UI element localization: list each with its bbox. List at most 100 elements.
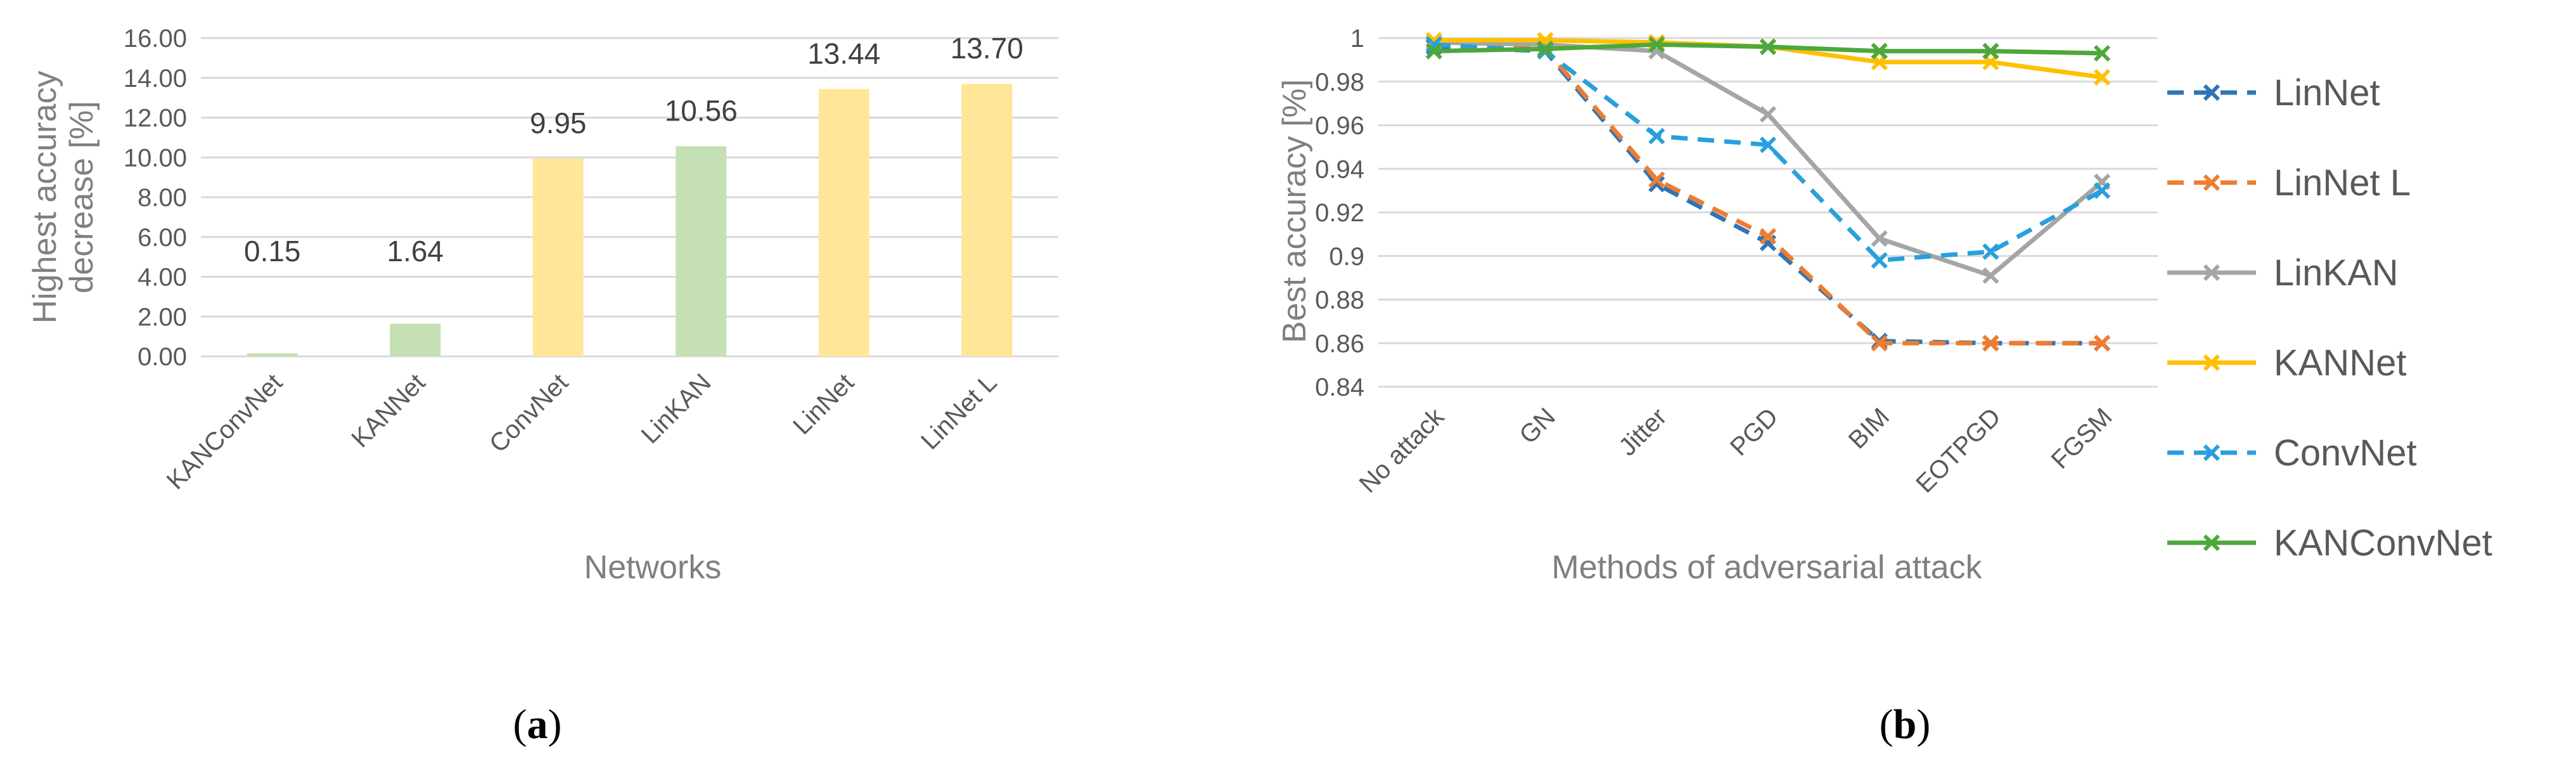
a-panel-label: (a) — [513, 701, 562, 748]
b-y-tick-label: 0.88 — [1315, 287, 1364, 314]
a-y-tick-label: 4.00 — [138, 264, 187, 292]
b-x-tick-label: FGSM — [2046, 403, 2118, 474]
b-y-tick-label: 0.84 — [1315, 373, 1364, 401]
point-linnet-l — [1871, 335, 1888, 352]
point-convnet — [1759, 136, 1777, 153]
point-convnet — [1871, 252, 1888, 269]
a-x-tick-label: LinNet L — [916, 368, 1002, 455]
point-kanconvnet — [1759, 38, 1777, 55]
point-kanconvnet — [1982, 42, 1999, 60]
a-y-tick-label: 8.00 — [138, 184, 187, 212]
data-label-kannet: 1.64 — [387, 235, 444, 268]
a-y-tick-labels: 0.00 2.00 4.00 6.00 8.00 10.00 12.00 14.00 16.00 — [124, 25, 187, 371]
bar-kanconvnet — [247, 353, 298, 356]
a-y-tick-label: 6.00 — [138, 224, 187, 252]
point-linnet — [1648, 176, 1665, 193]
legend-label-kannet: KANNet — [2274, 342, 2407, 384]
point-convnet — [2094, 182, 2111, 199]
legend-label-kanconvnet: KANConvNet — [2274, 522, 2492, 564]
point-linkan — [1871, 230, 1888, 247]
b-x-tick-label: EOTPGD — [1911, 403, 2006, 498]
data-label-linkan: 10.56 — [665, 94, 738, 127]
legend-marker-linnet-l — [2203, 174, 2220, 191]
line-linnet-l — [1433, 42, 2103, 346]
line-chart-panel-b: 0.84 0.86 0.88 0.9 0.92 0.94 0.96 0.98 1 No atta… — [1276, 25, 2492, 748]
data-label-linnet-l: 13.70 — [951, 32, 1023, 65]
bar-chart-panel-a: 0.00 2.00 4.00 6.00 8.00 10.00 12.00 14.00 16.00… — [27, 25, 1058, 748]
series-kannet — [1425, 32, 2111, 86]
b-gridlines — [1378, 37, 2158, 388]
bar-linnet-l — [961, 84, 1013, 356]
a-y-tick-label: 2.00 — [138, 303, 187, 331]
b-y-tick-label: 0.98 — [1315, 68, 1364, 96]
bar-linkan — [676, 146, 727, 356]
legend-item-linnet-l: LinNet L — [2167, 162, 2411, 204]
point-kanconvnet — [1425, 42, 1442, 60]
bar-convnet — [532, 158, 584, 356]
legend-marker-kannet — [2203, 354, 2220, 372]
b-x-tick-label: PGD — [1725, 403, 1783, 461]
b-series-lines — [1425, 32, 2111, 352]
point-linnet-l — [1648, 171, 1665, 188]
point-linnet-l — [2094, 335, 2111, 352]
a-gridlines — [201, 37, 1058, 358]
legend-item-kanconvnet: KANConvNet — [2167, 522, 2492, 564]
point-kanconvnet — [2094, 44, 2111, 62]
point-kannet — [2094, 68, 2111, 86]
a-y-tick-label: 10.00 — [124, 144, 187, 172]
b-y-tick-label: 1 — [1350, 25, 1364, 53]
b-x-axis-title: Methods of adversarial attack — [1551, 549, 1982, 586]
b-x-tick-labels: No attack GN Jitter PGD BIM EOTPGD FGSM — [1354, 403, 2118, 498]
point-kanconvnet — [1537, 41, 1554, 58]
b-y-tick-label: 0.92 — [1315, 199, 1364, 227]
point-convnet — [1982, 243, 1999, 260]
a-y-axis-title: Highest accuracydecrease [%] — [27, 71, 100, 324]
b-y-tick-label: 0.96 — [1315, 112, 1364, 140]
point-linnet-l — [1759, 228, 1777, 245]
a-x-axis-title: Networks — [584, 549, 722, 586]
data-label-kanconvnet: 0.15 — [244, 235, 301, 268]
line-convnet — [1433, 42, 2103, 263]
legend-marker-linkan — [2203, 264, 2220, 282]
b-legend: LinNet LinNet L LinKAN KANNet ConvNet KANConv… — [2167, 72, 2492, 564]
b-y-axis-title: Best accuracy [%] — [1276, 79, 1313, 343]
b-panel-label: (b) — [1880, 701, 1931, 748]
series-kanconvnet — [1425, 36, 2111, 62]
point-convnet — [1648, 127, 1665, 145]
point-kanconvnet — [1871, 42, 1888, 60]
legend-marker-kanconvnet — [2203, 534, 2220, 552]
legend-item-linkan: LinKAN — [2167, 252, 2399, 294]
point-linkan — [1982, 267, 1999, 284]
b-x-tick-label: Jitter — [1613, 403, 1672, 461]
legend-marker-linnet — [2203, 84, 2220, 101]
point-kanconvnet — [1648, 36, 1665, 53]
a-y-tick-label: 0.00 — [138, 343, 187, 371]
a-y-tick-label: 12.00 — [124, 105, 187, 133]
b-y-tick-labels: 0.84 0.86 0.88 0.9 0.92 0.94 0.96 0.98 1 — [1315, 25, 1364, 401]
legend-item-kannet: KANNet — [2167, 342, 2407, 384]
a-x-tick-label: ConvNet — [484, 368, 574, 458]
b-y-tick-label: 0.9 — [1329, 243, 1364, 271]
b-x-tick-label: GN — [1514, 403, 1561, 450]
data-label-linnet: 13.44 — [807, 37, 880, 70]
b-x-tick-label: No attack — [1354, 403, 1450, 498]
point-linnet-l — [1982, 335, 1999, 352]
a-x-tick-label: KANNet — [346, 368, 430, 453]
series-convnet — [1425, 36, 2111, 269]
legend-label-linkan: LinKAN — [2274, 252, 2399, 294]
a-y-tick-label: 14.00 — [124, 65, 187, 93]
a-bars — [247, 84, 1013, 356]
series-linnet-l — [1425, 36, 2111, 352]
a-y-tick-label: 16.00 — [124, 25, 187, 53]
a-data-labels: 0.15 1.64 9.95 10.56 13.44 13.70 — [244, 32, 1023, 268]
point-linkan — [1759, 106, 1777, 123]
b-y-tick-label: 0.94 — [1315, 155, 1364, 183]
b-x-tick-label: BIM — [1843, 403, 1895, 454]
a-x-tick-labels: KANConvNet KANNet ConvNet LinKAN LinNet LinNe… — [162, 368, 1003, 495]
series-linnet — [1425, 38, 2111, 352]
legend-label-linnet-l: LinNet L — [2274, 162, 2411, 204]
legend-label-linnet: LinNet — [2274, 72, 2380, 113]
bar-linnet — [818, 89, 869, 356]
data-label-convnet: 9.95 — [530, 107, 587, 139]
